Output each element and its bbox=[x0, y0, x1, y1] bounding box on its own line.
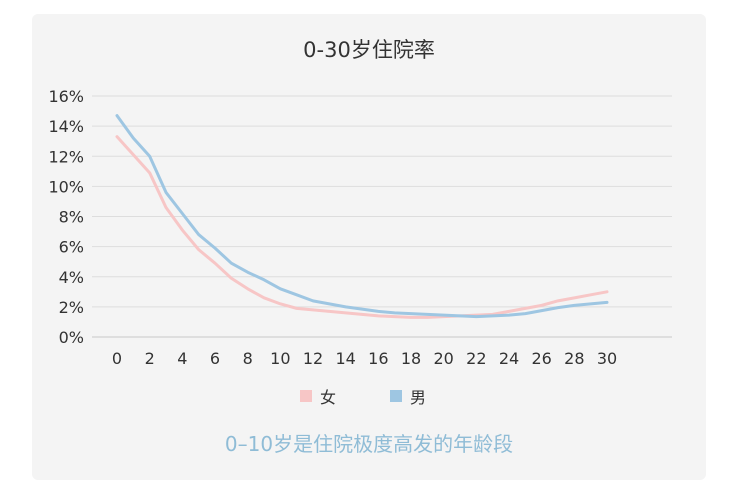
x-tick-label: 24 bbox=[499, 349, 519, 368]
legend-label-female: 女 bbox=[320, 388, 337, 407]
gridlines bbox=[92, 95, 672, 338]
x-tick-label: 28 bbox=[564, 349, 584, 368]
chart-title: 0-30岁住院率 bbox=[303, 38, 435, 62]
x-tick-label: 20 bbox=[433, 349, 453, 368]
x-tick-label: 18 bbox=[401, 349, 421, 368]
series-line-male bbox=[115, 114, 609, 319]
y-tick-label: 8% bbox=[59, 208, 84, 227]
x-tick-label: 0 bbox=[112, 349, 122, 368]
y-tick-label: 4% bbox=[59, 268, 84, 287]
x-tick-label: 26 bbox=[531, 349, 551, 368]
y-tick-label: 10% bbox=[48, 177, 84, 196]
chart-annotation: 0–10岁是住院极度高发的年龄段 bbox=[224, 432, 514, 456]
y-tick-label: 2% bbox=[59, 298, 84, 317]
series-lines bbox=[115, 114, 609, 319]
x-tick-label: 16 bbox=[368, 349, 388, 368]
legend-swatch-female bbox=[300, 390, 312, 402]
y-tick-label: 6% bbox=[59, 238, 84, 257]
x-tick-label: 10 bbox=[270, 349, 290, 368]
x-tick-label: 2 bbox=[145, 349, 155, 368]
x-axis-ticks: 0 2 4 6 8 10 12 14 16 18 20 22 24 26 28 30 bbox=[112, 349, 617, 368]
y-tick-label: 0% bbox=[59, 328, 84, 347]
x-tick-label: 14 bbox=[335, 349, 355, 368]
x-tick-label: 30 bbox=[597, 349, 617, 368]
x-tick-label: 4 bbox=[177, 349, 187, 368]
legend-item-male: 男 bbox=[390, 384, 426, 408]
legend-item-female: 女 bbox=[300, 384, 336, 408]
y-axis-ticks: 0% 2% 4% 6% 8% 10% 12% 14% 16% bbox=[48, 87, 84, 347]
y-tick-label: 14% bbox=[48, 117, 84, 136]
x-tick-label: 12 bbox=[303, 349, 323, 368]
legend-swatch-male bbox=[390, 390, 402, 402]
legend: 女 男 bbox=[0, 384, 738, 408]
x-tick-label: 8 bbox=[243, 349, 253, 368]
y-tick-label: 16% bbox=[48, 87, 84, 106]
series-line-female bbox=[115, 135, 609, 319]
x-tick-label: 22 bbox=[466, 349, 486, 368]
x-tick-label: 6 bbox=[210, 349, 220, 368]
legend-label-male: 男 bbox=[410, 388, 427, 407]
y-tick-label: 12% bbox=[48, 147, 84, 166]
